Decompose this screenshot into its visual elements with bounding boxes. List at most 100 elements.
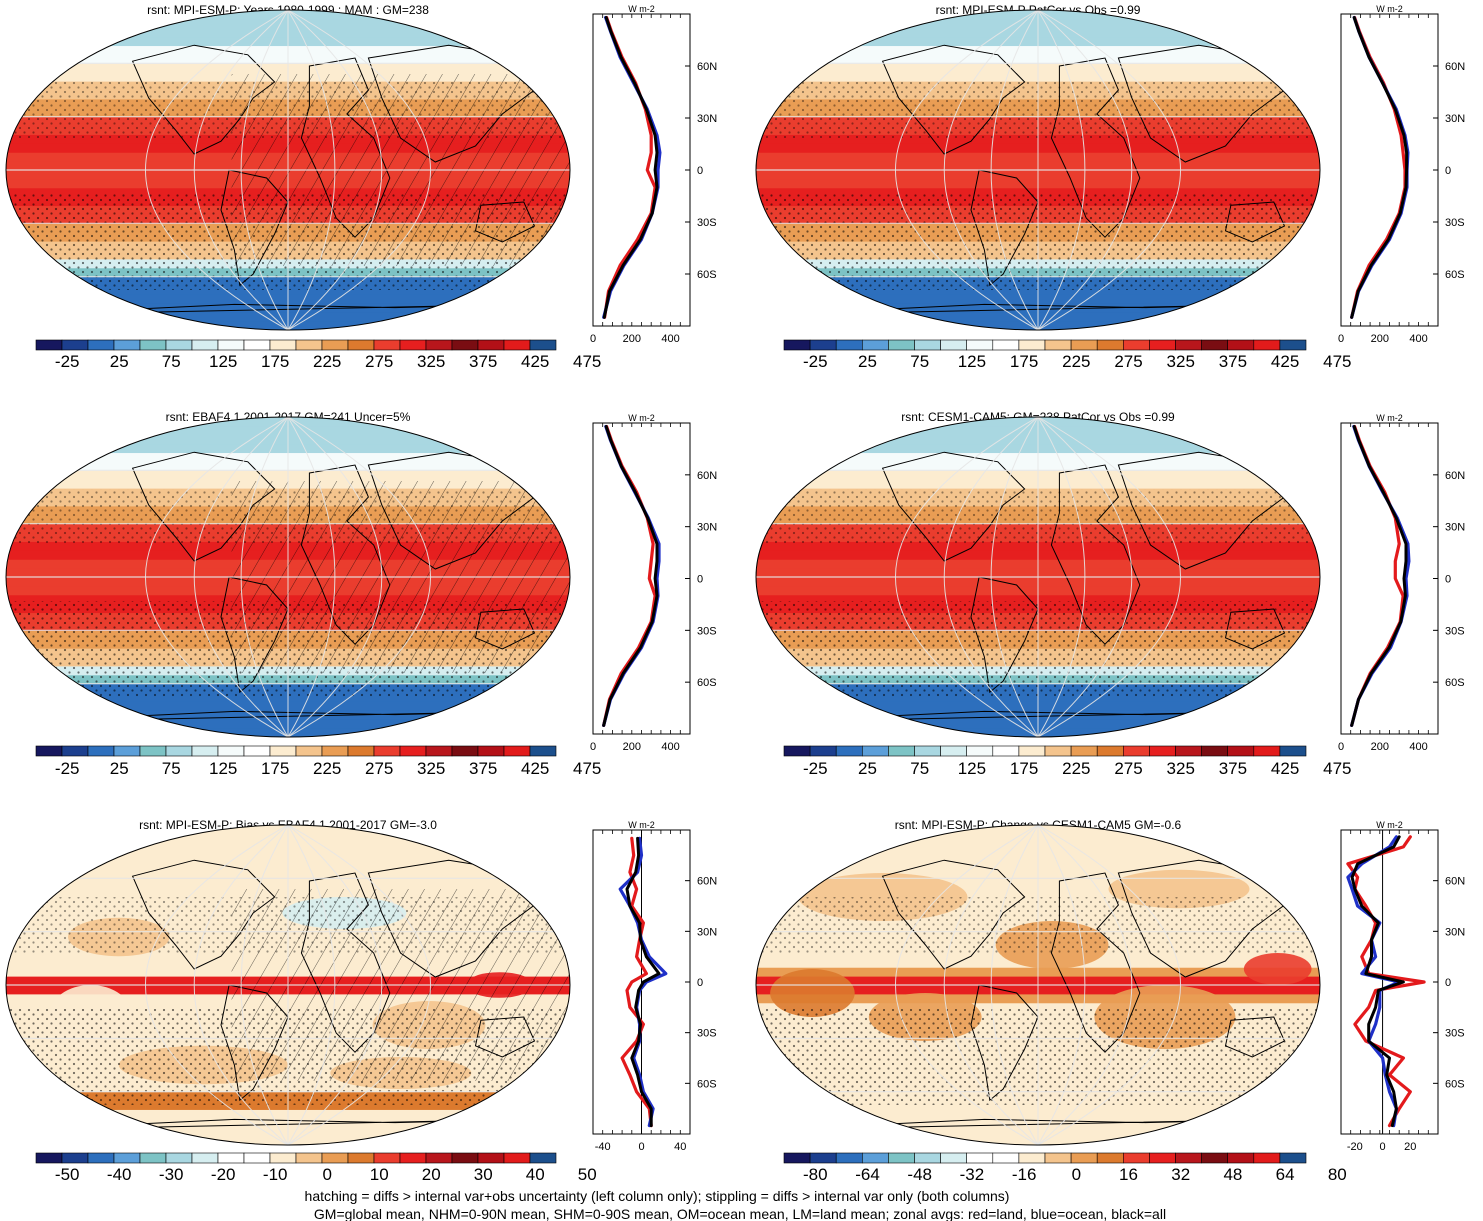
colorbar-tick-label: 325 bbox=[417, 759, 445, 778]
graticule bbox=[894, 10, 1039, 330]
graticule bbox=[193, 825, 289, 1145]
colorbar-swatch bbox=[861, 1152, 889, 1164]
footer-line-2: GM=global mean, NHM=0-90N mean, SHM=0-90… bbox=[314, 1206, 1166, 1221]
profile-lat-tick: 30N bbox=[697, 522, 717, 534]
colorbar-tick-label: 75 bbox=[162, 759, 181, 778]
profile-line-land bbox=[620, 836, 653, 1128]
colorbar-tick-label: 275 bbox=[365, 759, 393, 778]
profile-lat-tick: 60S bbox=[697, 677, 717, 689]
panel-3: rsnt: EBAF4.1 2001-2017 GM=241 Uncer=5%-… bbox=[5, 410, 717, 778]
colorbar-tick-label: 475 bbox=[1323, 759, 1351, 778]
profile-x-tick: 0 bbox=[590, 741, 596, 753]
zonal-profile: W m-2 0 200 400 60N 30N 0 30S 60S bbox=[1338, 4, 1465, 345]
colorbar-tick-label: -10 bbox=[263, 1165, 288, 1184]
footer-line-1: hatching = diffs > internal var+obs unce… bbox=[305, 1188, 1010, 1204]
profile-lat-tick: 60S bbox=[1445, 1078, 1465, 1090]
graticule bbox=[287, 10, 432, 330]
colorbar-swatch bbox=[295, 339, 323, 351]
colorbar-swatch bbox=[1253, 1152, 1281, 1164]
colorbar-tick-label: 325 bbox=[1167, 759, 1195, 778]
profile-x-tick: 200 bbox=[1371, 741, 1389, 753]
graticule bbox=[287, 825, 336, 1145]
colorbar-tick-label: 275 bbox=[1114, 352, 1142, 371]
colorbar-tick-label: 0 bbox=[1072, 1165, 1081, 1184]
colorbar-tick-label: 425 bbox=[1271, 759, 1299, 778]
graticule bbox=[144, 417, 289, 737]
colorbar-swatch bbox=[139, 1152, 167, 1164]
colorbar-swatch bbox=[217, 745, 245, 757]
colorbar-tick-label: 325 bbox=[417, 352, 445, 371]
colorbar: -25 25 75 125 175 225 275 325 375 425 475 bbox=[35, 339, 601, 371]
colorbar-swatch bbox=[425, 1152, 453, 1164]
graticule bbox=[287, 417, 336, 737]
colorbar-swatch bbox=[1227, 339, 1255, 351]
colorbar-swatch bbox=[425, 339, 453, 351]
colorbar-swatch bbox=[243, 339, 271, 351]
colorbar-swatch bbox=[295, 745, 323, 757]
graticule bbox=[144, 10, 289, 330]
colorbar-tick-label: -64 bbox=[855, 1165, 880, 1184]
colorbar-swatch bbox=[35, 339, 63, 351]
profile-lat-tick: 60N bbox=[697, 470, 717, 482]
colorbar-swatch bbox=[1227, 745, 1255, 757]
graticule bbox=[1037, 825, 1086, 1145]
colorbar-swatch bbox=[1253, 339, 1281, 351]
colorbar-tick-label: -25 bbox=[803, 759, 828, 778]
colorbar-swatch bbox=[1227, 1152, 1255, 1164]
colorbar-tick-label: 225 bbox=[1062, 759, 1090, 778]
profile-x-tick: 0 bbox=[590, 333, 596, 345]
profile-line-ocean bbox=[1350, 15, 1410, 319]
colorbar-swatch bbox=[373, 745, 401, 757]
zonal-profile: W m-2 0 200 400 60N 30N 0 30S 60S bbox=[590, 413, 717, 753]
colorbar-swatch bbox=[1018, 1152, 1046, 1164]
profile-x-tick: 40 bbox=[674, 1141, 686, 1153]
graticule bbox=[193, 417, 289, 737]
colorbar-tick-label: 25 bbox=[858, 759, 877, 778]
colorbar-tick-label: 475 bbox=[573, 759, 601, 778]
colorbar-tick-label: 125 bbox=[209, 352, 237, 371]
profile-line-land bbox=[1346, 835, 1426, 1128]
graticule bbox=[1037, 417, 1182, 737]
profile-line-all bbox=[625, 836, 661, 1128]
profile-lat-tick: 0 bbox=[697, 977, 703, 989]
profile-unit: W m-2 bbox=[1376, 4, 1403, 14]
profile-lat-tick: 60N bbox=[1445, 876, 1465, 888]
profile-x-tick: 0 bbox=[638, 1141, 644, 1153]
colorbar-tick-label: 10 bbox=[370, 1165, 389, 1184]
profile-frame bbox=[1340, 13, 1439, 327]
graticule bbox=[287, 417, 383, 737]
colorbar-swatch bbox=[1018, 745, 1046, 757]
colorbar-swatch bbox=[269, 1152, 297, 1164]
colorbar-swatch bbox=[1044, 1152, 1072, 1164]
colorbar-tick-label: 375 bbox=[469, 352, 497, 371]
panel-4: rsnt: CESM1-CAM5: GM=238 PatCor vs Obs =… bbox=[755, 410, 1465, 778]
profile-x-tick: -20 bbox=[1347, 1141, 1363, 1153]
colorbar-swatch bbox=[1175, 1152, 1202, 1164]
colorbar-tick-label: 175 bbox=[1010, 759, 1038, 778]
map-border bbox=[5, 9, 571, 331]
colorbar-swatch bbox=[191, 1152, 219, 1164]
profile-lat-tick: 30S bbox=[1445, 625, 1465, 637]
colorbar-swatch bbox=[399, 1152, 427, 1164]
map-border bbox=[755, 416, 1321, 738]
colorbar-swatch bbox=[1070, 745, 1098, 757]
profile-line-ocean bbox=[1350, 424, 1411, 728]
profile-x-tick: 0 bbox=[1338, 741, 1344, 753]
colorbar-swatch bbox=[35, 1152, 63, 1164]
map-patch bbox=[770, 969, 855, 1017]
map bbox=[6, 825, 570, 1145]
colorbar-swatch bbox=[1149, 339, 1176, 351]
profile-line-all bbox=[602, 16, 659, 319]
colorbar-swatch bbox=[835, 745, 863, 757]
colorbar-swatch bbox=[295, 1152, 323, 1164]
colorbar-swatch bbox=[477, 339, 505, 351]
profile-lat-tick: 60S bbox=[697, 269, 717, 281]
colorbar-swatch bbox=[1123, 745, 1150, 757]
panel-1: rsnt: MPI-ESM-P: Years 1980-1999 : MAM :… bbox=[5, 3, 717, 371]
colorbar-swatch bbox=[1201, 745, 1228, 757]
colorbar-tick-label: 425 bbox=[1271, 352, 1299, 371]
colorbar-swatch bbox=[1279, 745, 1307, 757]
colorbar-tick-label: 275 bbox=[1114, 759, 1142, 778]
profile-line-land bbox=[1350, 424, 1405, 728]
graticule bbox=[240, 825, 289, 1145]
